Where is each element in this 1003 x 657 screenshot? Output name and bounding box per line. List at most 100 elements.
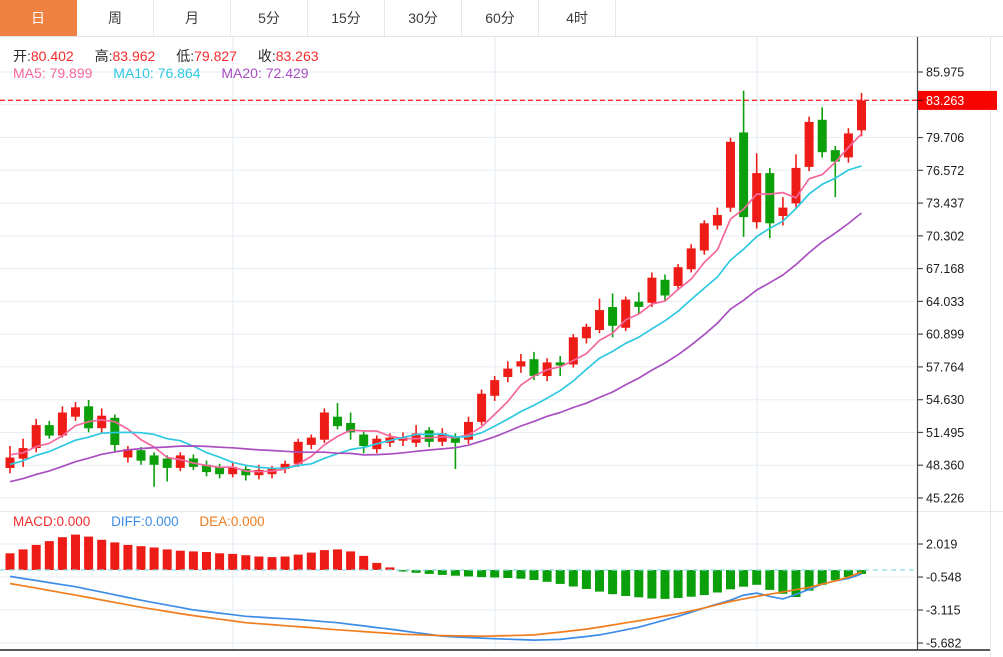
macd-bar [162, 549, 172, 570]
candle-body [686, 248, 696, 270]
ma10-value: MA10: 76.864 [113, 65, 201, 81]
macd-bar [228, 553, 238, 570]
macd-bar [44, 541, 54, 570]
tab-4hour[interactable]: 4时 [539, 0, 616, 36]
macd-bar [215, 553, 225, 570]
candle-body [647, 277, 657, 303]
macd-bar [437, 570, 447, 575]
macd-bar [621, 570, 631, 596]
y-axis-label: 79.706 [926, 131, 964, 145]
macd-bar [608, 570, 618, 595]
candle-body [31, 425, 41, 449]
candle-body [5, 457, 15, 468]
candle-body [123, 449, 133, 458]
tab-30min[interactable]: 30分 [385, 0, 462, 36]
price-tag-label: 83.263 [926, 94, 964, 108]
ma10-line [9, 165, 862, 470]
tab-60min[interactable]: 60分 [462, 0, 539, 36]
y-axis-label: 48.360 [926, 459, 964, 473]
candle-body [57, 412, 67, 436]
candle-body [739, 132, 749, 218]
candle-body [215, 466, 225, 475]
y-axis-label: 60.899 [926, 328, 964, 342]
open-value: 开:80.402 [13, 48, 74, 64]
candle-body [241, 469, 251, 476]
candle-body [464, 421, 473, 440]
macd-bar [123, 544, 133, 570]
macd-bar [57, 537, 67, 570]
tab-15min[interactable]: 15分 [308, 0, 385, 36]
ma5-value: MA5: 79.899 [13, 65, 93, 81]
macd-bar [110, 542, 120, 570]
macd-bar [542, 570, 552, 582]
candle-body [817, 119, 827, 153]
candle-body [202, 464, 211, 473]
ma-legend: MA5: 79.899 MA10: 76.864 MA20: 72.429 [13, 65, 326, 81]
candle-body [306, 437, 316, 445]
macd-bar [202, 552, 211, 570]
macd-bar [333, 549, 342, 570]
macd-bar [149, 547, 159, 570]
tab-5min[interactable]: 5分 [231, 0, 308, 36]
macd-bar [503, 570, 513, 578]
candle-body [555, 362, 565, 366]
macd-bar [372, 562, 382, 570]
candle-body [634, 301, 644, 307]
macd-bar [778, 570, 788, 594]
macd-bar [477, 570, 487, 578]
macd-value: MACD:0.000 [13, 514, 91, 529]
candle-body [346, 423, 356, 433]
y-axis-label: 73.437 [926, 197, 964, 211]
price-tag [918, 90, 997, 110]
candle-body [778, 207, 788, 216]
y-axis-label: 45.226 [926, 492, 964, 506]
candle-body [765, 173, 775, 224]
high-value: 高:83.962 [94, 48, 156, 64]
macd-bar [5, 553, 15, 570]
macd-bar [254, 556, 264, 570]
tab-month[interactable]: 月 [154, 0, 231, 36]
tab-week[interactable]: 周 [77, 0, 154, 36]
y-axis-label: 67.168 [926, 262, 964, 276]
candle-body [228, 466, 238, 475]
candle-body [608, 307, 618, 326]
macd-axis-label: -0.548 [926, 571, 961, 585]
macd-bar [359, 555, 369, 570]
candle-body [595, 310, 604, 330]
macd-bar [817, 570, 827, 585]
ma5-line [9, 133, 863, 473]
candle-body [516, 361, 526, 367]
dea-line [9, 571, 862, 638]
macd-bar [595, 570, 604, 592]
low-value: 低:79.827 [176, 48, 237, 64]
close-value: 收:83.263 [257, 48, 319, 64]
y-axis-label: 70.302 [926, 229, 964, 243]
macd-bar [490, 570, 500, 578]
macd-bar [804, 570, 814, 591]
macd-bar [647, 570, 657, 599]
macd-bar [581, 570, 591, 589]
macd-bar [319, 550, 329, 570]
candle-body [581, 326, 591, 339]
macd-bar [791, 570, 801, 597]
macd-bar [450, 570, 460, 576]
candle-body [149, 455, 159, 465]
candle-body [110, 417, 120, 445]
candle-body [699, 223, 709, 251]
macd-bar [830, 570, 840, 581]
candle-body [84, 406, 94, 429]
candle-body [450, 437, 460, 443]
ohlc-legend: 开:80.402 高:83.962 低:79.827 收:83.263 [13, 46, 336, 66]
tab-day[interactable]: 日 [0, 0, 77, 36]
candle-body [830, 150, 840, 162]
macd-bar [346, 551, 356, 570]
macd-bar [555, 570, 565, 584]
macd-bar [306, 552, 316, 570]
macd-bar [71, 534, 80, 570]
candle-body [843, 133, 853, 158]
candle-body [136, 450, 146, 461]
macd-bar [175, 550, 185, 570]
candle-body [712, 215, 722, 226]
